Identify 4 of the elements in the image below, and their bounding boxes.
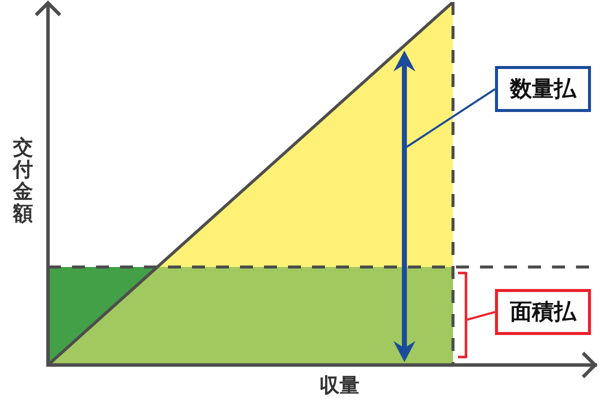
y-axis-title: 交付金額 [12,134,34,225]
x-axis-title: 収量 [318,373,360,397]
text: 数量払 [510,76,576,104]
text: 面積払 [510,298,576,327]
